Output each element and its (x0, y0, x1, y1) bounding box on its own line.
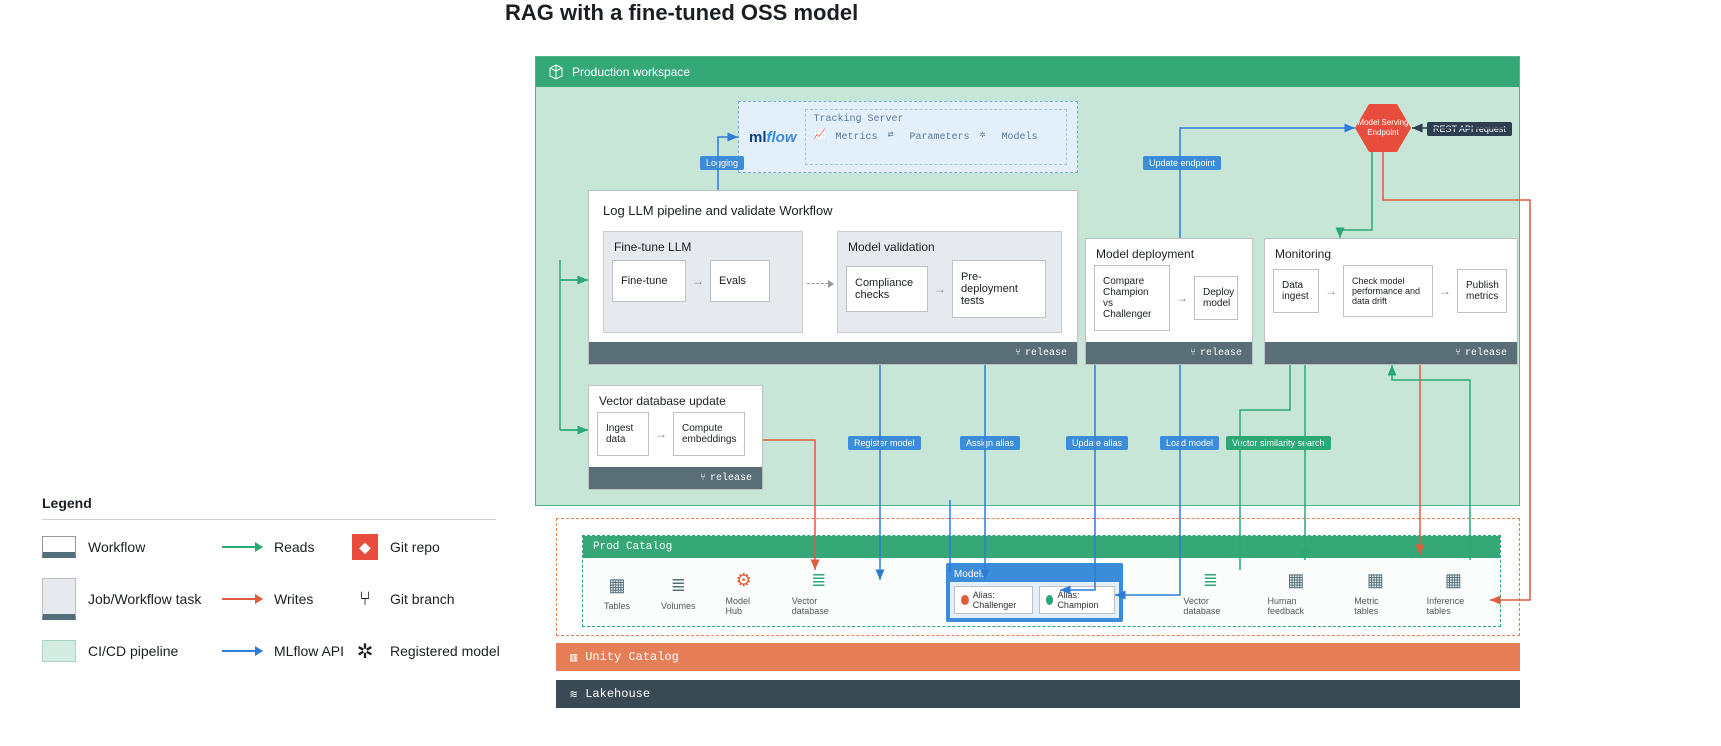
metrics-icon: 📈 (814, 129, 832, 145)
cube-icon (548, 64, 564, 80)
log-llm-workflow: Log LLM pipeline and validate Workflow F… (588, 190, 1078, 365)
page-title: RAG with a fine-tuned OSS model (505, 0, 858, 26)
prod-workspace-header: Production workspace (536, 57, 1519, 87)
branch-icon: ⑂ (1455, 347, 1461, 359)
vecdb-icon: ≣ (1196, 568, 1224, 592)
legend-title: Legend (42, 495, 496, 511)
branch-icon: ⑂ (1015, 347, 1021, 359)
mlflow-tracking-box: mlflow Tracking Server 📈Metrics ⇄Paramet… (738, 101, 1078, 173)
task-data-ingest: Data ingest (1273, 269, 1319, 313)
alias-champion: Alias: Champion (1039, 586, 1116, 614)
label-rest-api: REST API request (1427, 122, 1512, 136)
model-validation-task-group: Model validation Compliance checks → Pre… (837, 231, 1062, 333)
lakehouse-bar: ≋Lakehouse (556, 680, 1520, 708)
modelhub-icon: ⚙ (730, 568, 758, 592)
task-compare-champion: Compare Champion vs Challenger (1094, 265, 1170, 331)
git-branch-icon: ⑂ (352, 586, 378, 612)
registered-model-icon: ✲ (352, 638, 378, 664)
task-deploy-model: Deploy model (1194, 276, 1238, 320)
git-repo-icon: ◆ (352, 534, 378, 560)
catalog-vecdb2: ≣Vector database (1183, 568, 1237, 616)
task-ingest-data: Ingest data (597, 412, 649, 456)
branch-icon: ⑂ (1190, 347, 1196, 359)
label-vector-search: Vector similarity search (1226, 436, 1331, 450)
catalog-modelhub: ⚙Model Hub (726, 568, 762, 616)
catalog-icon: ▥ (570, 650, 577, 665)
label-register-model: Register model (848, 436, 921, 450)
label-assign-alias: Assign alias (960, 436, 1020, 450)
params-icon: ⇄ (888, 129, 906, 145)
legend-writes: Writes (222, 578, 352, 620)
legend-workflow: Workflow (42, 534, 222, 560)
mlflow-logo: mlflow (749, 129, 797, 146)
finetune-task-group: Fine-tune LLM Fine-tune → Evals (603, 231, 803, 333)
legend-gitbranch: ⑂Git branch (352, 578, 502, 620)
branch-icon: ⑂ (700, 472, 706, 484)
legend: Legend Workflow Reads ◆Git repo Job/Work… (42, 495, 496, 664)
legend-task: Job/Workflow task (42, 578, 222, 620)
task-evals: Evals (710, 260, 770, 302)
monitoring-workflow: Monitoring Data ingest → Check model per… (1264, 238, 1518, 365)
task-check-drift: Check model performance and data drift (1343, 265, 1433, 317)
legend-reads: Reads (222, 534, 352, 560)
legend-mlflowapi: MLflow API (222, 638, 352, 664)
task-fine-tune: Fine-tune (612, 260, 686, 302)
alias-challenger: Alias: Challenger (954, 586, 1033, 614)
legend-cicd: CI/CD pipeline (42, 638, 222, 664)
model-deployment-workflow: Model deployment Compare Champion vs Cha… (1085, 238, 1253, 365)
label-logging: Logging (700, 156, 744, 170)
humanfb-icon: ▦ (1282, 568, 1310, 592)
task-publish-metrics: Publish metrics (1457, 269, 1507, 313)
inftbl-icon: ▦ (1439, 568, 1467, 592)
models-item: ✲Models (980, 129, 1038, 145)
models-box: Models Alias: Challenger Alias: Champion (946, 563, 1123, 622)
label-update-alias: Update alias (1066, 436, 1128, 450)
catalog-tables: ▦Tables (603, 573, 631, 611)
vector-db-workflow: Vector database update Ingest data → Com… (588, 385, 763, 490)
models-icon: ✲ (980, 129, 998, 145)
params-item: ⇄Parameters (888, 129, 970, 145)
task-compliance: Compliance checks (846, 266, 928, 312)
prod-catalog: Prod Catalog ▦Tables ≣Volumes ⚙Model Hub… (582, 535, 1501, 627)
catalog-volumes: ≣Volumes (661, 573, 696, 611)
catalog-metrictbl: ▦Metric tables (1354, 568, 1396, 616)
label-update-endpoint: Update endpoint (1143, 156, 1221, 170)
legend-gitrepo: ◆Git repo (352, 534, 502, 560)
task-compute-embeddings: Compute embeddings (673, 412, 745, 456)
log-wf-title: Log LLM pipeline and validate Workflow (589, 191, 1077, 226)
catalog-humanfb: ▦Human feedback (1268, 568, 1325, 616)
prod-catalog-header: Prod Catalog (583, 536, 1500, 558)
task-predeploy: Pre-deployment tests (952, 260, 1046, 318)
metrictbl-icon: ▦ (1361, 568, 1389, 592)
metrics-item: 📈Metrics (814, 129, 878, 145)
tables-icon: ▦ (603, 573, 631, 597)
label-load-model: Load model (1160, 436, 1219, 450)
legend-regmodel: ✲Registered model (352, 638, 502, 664)
vecdb-icon: ≣ (805, 568, 833, 592)
catalog-inftbl: ▦Inference tables (1427, 568, 1480, 616)
volumes-icon: ≣ (664, 573, 692, 597)
lakehouse-icon: ≋ (570, 687, 577, 702)
catalog-vecdb: ≣Vector database (792, 568, 846, 616)
unity-catalog-bar: ▥Unity Catalog (556, 643, 1520, 671)
tracking-server-label: Tracking Server (814, 114, 1058, 125)
